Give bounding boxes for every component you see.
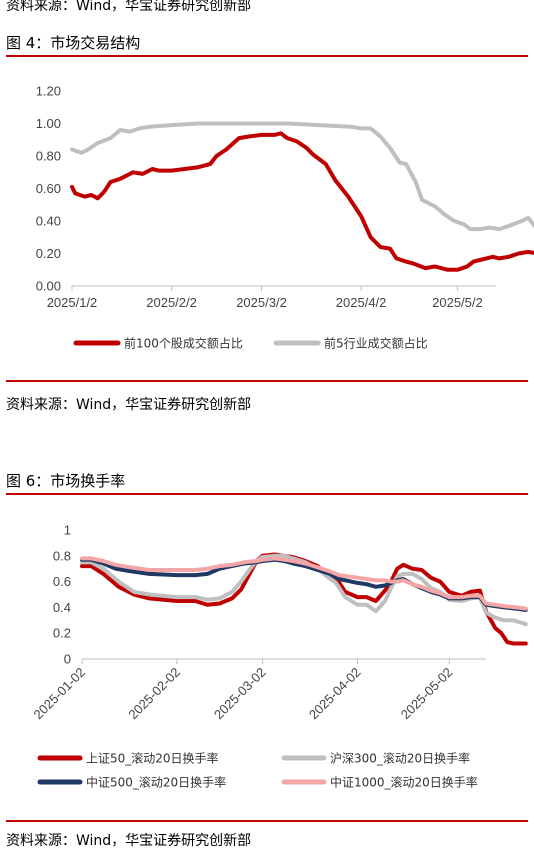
y-tick-label: 0.6 — [53, 574, 71, 589]
series-line-1 — [70, 131, 534, 272]
legend-label-1: 上证50_滚动20日换手率 — [86, 751, 219, 766]
legend-label-2: 前5行业成交额占比 — [324, 336, 428, 351]
y-tick-label: 0.40 — [36, 214, 61, 229]
series-line-1 — [80, 552, 528, 646]
figure-6-chart: 0 0.2 0.4 0.6 0.8 1 2025-01-02 2025-02-02 2025-0… — [30, 523, 528, 790]
figure-4-top-rule — [6, 55, 528, 57]
figure-6-bottom-rule — [6, 820, 528, 822]
y-tick-label: 1 — [64, 523, 71, 538]
figure-4-chart: 0.00 0.20 0.40 0.60 0.80 1.00 1.20 2025/1/2 2025… — [36, 84, 534, 351]
x-tick-label: 2025/2/2 — [146, 295, 197, 310]
series-line-2 — [80, 553, 528, 627]
figure-6-title: 图 6：市场换手率 — [6, 472, 126, 490]
y-tick-label: 1.20 — [36, 84, 61, 99]
y-tick-label: 0.4 — [53, 600, 71, 615]
series-line-2 — [70, 121, 534, 232]
legend-label-3: 中证500_滚动20日换手率 — [86, 775, 226, 790]
y-tick-label: 0.00 — [36, 279, 61, 294]
y-tick-label: 0.60 — [36, 181, 61, 196]
figure-4-source: 资料来源：Wind，华宝证券研究创新部 — [6, 397, 252, 413]
figure-4-title: 图 4：市场交易结构 — [6, 34, 141, 52]
x-tick-label: 2025-03-02 — [211, 665, 269, 723]
y-tick-label: 1.00 — [36, 116, 61, 131]
y-tick-label: 0.20 — [36, 246, 61, 261]
y-tick-label: 0.80 — [36, 149, 61, 164]
legend-label-1: 前100个股成交额占比 — [124, 336, 243, 351]
y-tick-label: 0.2 — [53, 626, 71, 641]
x-tick-label: 2025/4/2 — [336, 295, 387, 310]
figure-6-source: 资料来源：Wind，华宝证券研究创新部 — [6, 833, 252, 849]
series-line-4 — [80, 556, 528, 611]
x-tick-label: 2025/3/2 — [236, 295, 287, 310]
x-tick-label: 2025-05-02 — [398, 665, 456, 723]
x-tick-label: 2025/1/2 — [47, 295, 98, 310]
figure-6-top-rule — [6, 493, 528, 495]
x-tick-label: 2025-04-02 — [306, 665, 364, 723]
legend-label-2: 沪深300_滚动20日换手率 — [330, 751, 470, 766]
x-tick-label: 2025-02-02 — [125, 665, 183, 723]
x-tick-label: 2025-01-02 — [30, 665, 88, 723]
figure-4-bottom-rule — [6, 380, 528, 382]
top-source-note: 资料来源：Wind，华宝证券研究创新部 — [6, 0, 252, 14]
y-tick-label: 0.8 — [53, 548, 71, 563]
legend-label-4: 中证1000_滚动20日换手率 — [330, 775, 478, 790]
x-tick-label: 2025/5/2 — [432, 295, 483, 310]
y-tick-label: 0 — [64, 652, 71, 667]
